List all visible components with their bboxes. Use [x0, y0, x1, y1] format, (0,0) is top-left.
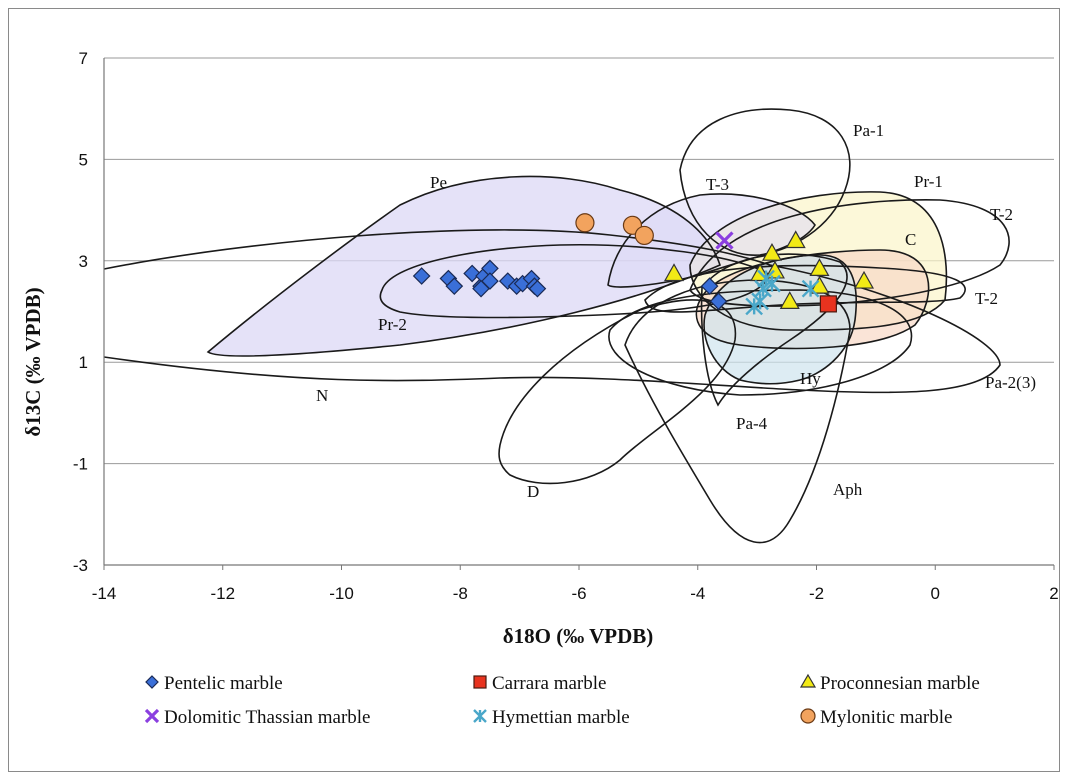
pentelic-marble-point: [472, 279, 490, 298]
region-label-d: D: [527, 482, 539, 501]
mylonitic-marble-point: [634, 225, 654, 246]
y-axis-title: δ13C (‰ VPDB): [21, 287, 45, 436]
y-tick-label: 1: [79, 353, 88, 372]
x-tick-label: -6: [571, 584, 586, 603]
hymettian-marble-point: [754, 279, 772, 298]
pentelic-marble-point: [709, 292, 728, 311]
x-tick-label: -2: [809, 584, 824, 603]
hymettian-marble-point: [763, 274, 781, 293]
x-tick-label: -8: [453, 584, 468, 603]
y-tick-label: 3: [79, 252, 88, 271]
x-tick-label: 2: [1049, 584, 1058, 603]
hymettian-marble-point: [801, 279, 820, 298]
y-tick-label: 5: [79, 150, 88, 169]
legend-label-hymettian-marble: Hymettian marble: [492, 707, 630, 728]
region-pa4-outline: [700, 253, 848, 407]
region-label-hy: Hy: [800, 369, 821, 388]
region-label-pr-2: Pr-2: [378, 315, 407, 334]
y-tick-label: -3: [73, 556, 88, 575]
data-points: [412, 213, 875, 316]
region-labels: Pa-1 Pe T-3 Pr-1 T-2 C Pr-2 T-2 N Hy Pa-…: [316, 121, 1036, 501]
x-tick-label: -14: [92, 584, 117, 603]
region-label-t-2-lower: T-2: [975, 289, 998, 308]
pentelic-marble-point: [463, 264, 481, 283]
region-pa1-outline: [679, 108, 851, 256]
pentelic-marble-point: [412, 267, 431, 285]
proconnesian-marble-point: [785, 230, 806, 249]
region-pr1-outline: [689, 191, 948, 331]
proconnesian-marble-point: [853, 270, 875, 289]
legend-label-proconnesian-marble: Proconnesian marble: [820, 673, 980, 694]
x-axis-title: δ18O (‰ VPDB): [503, 624, 654, 648]
region-pe-outline: [206, 175, 721, 357]
region-pa2-outline: [608, 289, 913, 396]
legend-marker-pentelic-marble: [145, 675, 159, 689]
region-label-t-3: T-3: [706, 175, 729, 194]
tick-labels: -14 -12 -10 -8 -6 -4 -2 0 2 -3 -1 1 3 5 7: [73, 49, 1059, 603]
x-tick-label: 0: [931, 584, 940, 603]
mylonitic-marble-point: [575, 213, 595, 233]
x-tick-label: -10: [329, 584, 354, 603]
region-label-pa-4: Pa-4: [736, 414, 768, 433]
region-label-n: N: [316, 386, 328, 405]
legend: Pentelic marble Carrara marble Proconnesia…: [144, 673, 980, 728]
region-aph-outline: [624, 279, 851, 544]
region-label-pr-1: Pr-1: [914, 172, 943, 191]
x-tick-label: -4: [690, 584, 705, 603]
region-label-pa-1: Pa-1: [853, 121, 884, 140]
region-label-t-2-upper: T-2: [990, 205, 1013, 224]
legend-label-dolomitic-thassian-marble: Dolomitic Thassian marble: [164, 707, 371, 728]
carrara-marble-point: [819, 295, 837, 313]
legend-marker-hymettian-marble: [473, 709, 487, 723]
chart-frame: [8, 8, 1060, 772]
legend-label-pentelic-marble: Pentelic marble: [164, 673, 283, 694]
legend-marker-proconnesian-marble: [799, 673, 817, 688]
proconnesian-marble-point: [761, 242, 782, 261]
proconnesian-marble-point: [809, 258, 830, 277]
x-tick-label: -12: [210, 584, 235, 603]
region-label-c: C: [905, 230, 916, 249]
proconnesian-marble-point: [663, 263, 685, 282]
legend-marker-carrara-marble: [473, 675, 487, 689]
legend-label-carrara-marble: Carrara marble: [492, 673, 606, 694]
region-label-aph: Aph: [833, 480, 863, 499]
region-label-pa-2-3: Pa-2(3): [985, 373, 1036, 392]
proconnesian-marble-point: [779, 291, 800, 309]
dolomitic-thassian-marble-point: [715, 231, 734, 250]
region-label-pe: Pe: [430, 173, 447, 192]
legend-marker-mylonitic-marble: [800, 708, 816, 724]
region-t3-fill: [608, 194, 815, 287]
legend-label-mylonitic-marble: Mylonitic marble: [820, 707, 952, 728]
legend-marker-dolomitic-thassian-marble: [144, 708, 160, 724]
region-d-outline: [498, 299, 737, 485]
y-tick-label: -1: [73, 455, 88, 474]
pentelic-marble-point: [528, 279, 547, 298]
pentelic-marble-point: [445, 277, 464, 295]
y-tick-label: 7: [79, 49, 88, 68]
pentelic-marble-point: [700, 277, 719, 295]
region-n-outline: [103, 229, 1001, 394]
